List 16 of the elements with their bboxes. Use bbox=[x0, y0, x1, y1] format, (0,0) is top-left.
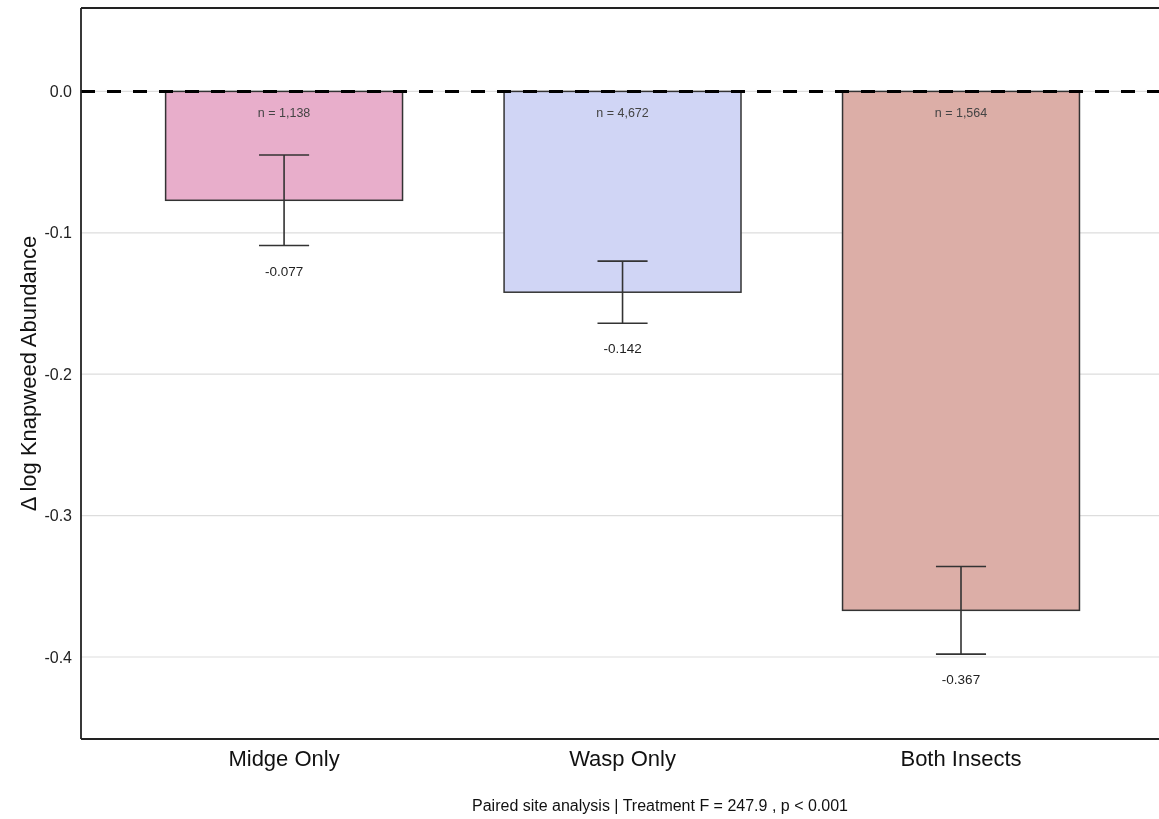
y-tick-label: -0.1 bbox=[44, 224, 73, 242]
annotation: n = 1,138 bbox=[257, 106, 311, 121]
y-tick-label: -0.3 bbox=[44, 507, 73, 525]
y-tick-label: -0.2 bbox=[44, 365, 73, 383]
annotation: -0.142 bbox=[603, 341, 642, 357]
annotation: -0.077 bbox=[264, 263, 304, 279]
x-tick-label: Wasp Only bbox=[569, 746, 676, 771]
y-axis-title: Δ log Knapweed Abundance bbox=[16, 235, 41, 512]
x-axis-title: Paired site analysis | Treatment F = 247.9 , p < 0.001 bbox=[472, 797, 849, 814]
y-tick-label: 0.0 bbox=[49, 83, 73, 101]
annotation: n = 1,564 bbox=[934, 106, 988, 121]
x-tick-label: Midge Only bbox=[228, 746, 340, 771]
y-tick-label: -0.4 bbox=[44, 648, 73, 666]
x-tick-label: Both Insects bbox=[900, 746, 1022, 771]
annotation: n = 4,672 bbox=[596, 106, 649, 121]
annotation: -0.367 bbox=[941, 672, 981, 688]
